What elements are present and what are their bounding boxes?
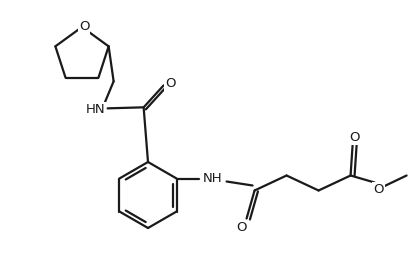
Text: O: O — [349, 131, 360, 144]
Text: O: O — [236, 221, 247, 234]
Text: O: O — [373, 183, 384, 196]
Text: NH: NH — [203, 172, 222, 185]
Text: O: O — [79, 20, 89, 32]
Text: O: O — [166, 77, 176, 90]
Text: HN: HN — [86, 103, 105, 116]
